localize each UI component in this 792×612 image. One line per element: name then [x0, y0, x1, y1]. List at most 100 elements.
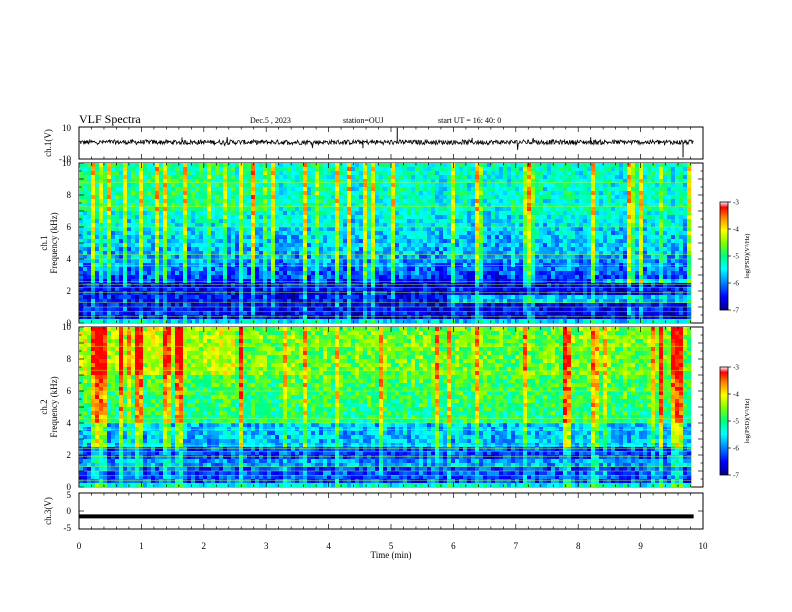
- spectrogram-cell: [279, 235, 284, 240]
- spectrogram-cell: [387, 235, 392, 240]
- spectrogram-cell: [291, 239, 296, 244]
- spectrogram-cell: [235, 319, 240, 324]
- spectrogram-cell: [551, 215, 556, 220]
- spectrogram-cell: [239, 267, 244, 272]
- spectrogram-cell: [411, 271, 416, 276]
- spectrogram-cell: [131, 167, 136, 172]
- spectrogram-cell: [463, 295, 468, 300]
- spectrogram-cell: [515, 219, 520, 224]
- spectrogram-cell: [363, 215, 368, 220]
- spectrogram-cell: [415, 191, 420, 196]
- spectrogram-cell: [427, 267, 432, 272]
- spectrogram-cell: [351, 299, 356, 304]
- spectrogram-cell: [95, 255, 100, 260]
- spectrogram-cell: [539, 247, 544, 252]
- spectrogram-cell: [359, 203, 364, 208]
- spectrogram-cell: [359, 199, 364, 204]
- spectrogram-cell: [427, 203, 432, 208]
- spectrogram-cell: [427, 271, 432, 276]
- spectrogram-cell: [495, 259, 500, 264]
- spectrogram-cell: [415, 207, 420, 212]
- spectrogram-cell: [255, 255, 260, 260]
- spectrogram-cell: [383, 227, 388, 232]
- spectrogram-cell: [103, 211, 108, 216]
- spectrogram-cell: [547, 283, 552, 288]
- spectrogram-cell: [87, 239, 92, 244]
- spectrogram-cell: [335, 235, 340, 240]
- spectrogram-cell: [307, 259, 312, 264]
- spectrogram-cell: [339, 275, 344, 280]
- spectrogram-cell: [175, 163, 180, 168]
- spectrogram-cell: [267, 239, 272, 244]
- spectrogram-cell: [559, 303, 564, 308]
- spectrogram-cell: [439, 295, 444, 300]
- spectrogram-cell: [159, 303, 164, 308]
- spectrogram-cell: [339, 283, 344, 288]
- spectrogram-cell: [375, 299, 380, 304]
- spectrogram-cell: [99, 307, 104, 312]
- spectrogram-cell: [331, 187, 336, 192]
- spectrogram-cell: [507, 287, 512, 292]
- spectrogram-cell: [451, 311, 456, 316]
- spectrogram-cell: [367, 223, 372, 228]
- spectrogram-cell: [111, 199, 116, 204]
- spectrogram-cell: [327, 175, 332, 180]
- spectrogram-cell: [111, 295, 116, 300]
- spectrogram-cell: [147, 271, 152, 276]
- spectrogram-cell: [231, 239, 236, 244]
- ch1-waveform-trace: [78, 127, 694, 158]
- spectrogram-cell: [371, 283, 376, 288]
- spectrogram-cell: [275, 255, 280, 260]
- spectrogram-cell: [351, 163, 356, 168]
- spectrogram-cell: [427, 219, 432, 224]
- spectrogram-cell: [255, 199, 260, 204]
- spectrogram-cell: [395, 183, 400, 188]
- spectrogram-cell: [467, 311, 472, 316]
- spectrogram-cell: [539, 167, 544, 172]
- spectrogram-cell: [539, 315, 544, 320]
- spectrogram-cell: [103, 251, 108, 256]
- spectrogram-cell: [535, 303, 540, 308]
- spectrogram-cell: [283, 167, 288, 172]
- spectrogram-cell: [323, 211, 328, 216]
- spectrogram-cell: [311, 223, 316, 228]
- spectrogram-cell: [335, 287, 340, 292]
- spectrogram-cell: [415, 271, 420, 276]
- spectrogram-cell: [299, 311, 304, 316]
- spectrogram-cell: [163, 227, 168, 232]
- spectrogram-cell: [499, 187, 504, 192]
- spectrogram-cell: [259, 251, 264, 256]
- spectrogram-cell: [355, 171, 360, 176]
- spectrogram-cell: [167, 291, 172, 296]
- spectrogram-cell: [95, 315, 100, 320]
- spectrogram-cell: [299, 231, 304, 236]
- spectrogram-cell: [147, 187, 152, 192]
- spectrogram-cell: [403, 231, 408, 236]
- spectrogram-cell: [131, 211, 136, 216]
- spectrogram-cell: [247, 299, 252, 304]
- spectrogram-cell: [507, 163, 512, 168]
- spectrogram-cell: [79, 167, 84, 172]
- spectrogram-cell: [303, 291, 308, 296]
- spectrogram-cell: [403, 319, 408, 324]
- spectrogram-cell: [427, 311, 432, 316]
- spectrogram-cell: [139, 227, 144, 232]
- spectrogram-cell: [231, 311, 236, 316]
- spectrogram-cell: [123, 187, 128, 192]
- spectrogram-cell: [103, 259, 108, 264]
- spectrogram-cell: [351, 219, 356, 224]
- spectrogram-cell: [263, 259, 268, 264]
- spectrogram-cell: [419, 311, 424, 316]
- spectrogram-cell: [231, 303, 236, 308]
- spectrogram-cell: [279, 299, 284, 304]
- spectrogram-cell: [167, 211, 172, 216]
- spectrogram-cell: [487, 303, 492, 308]
- spectrogram-cell: [523, 283, 528, 288]
- spectrogram-cell: [139, 215, 144, 220]
- spectrogram-cell: [463, 287, 468, 292]
- spectrogram-cell: [543, 191, 548, 196]
- spectrogram-cell: [195, 175, 200, 180]
- spectrogram-cell: [451, 303, 456, 308]
- spectrogram-cell: [499, 163, 504, 168]
- spectrogram-cell: [107, 307, 112, 312]
